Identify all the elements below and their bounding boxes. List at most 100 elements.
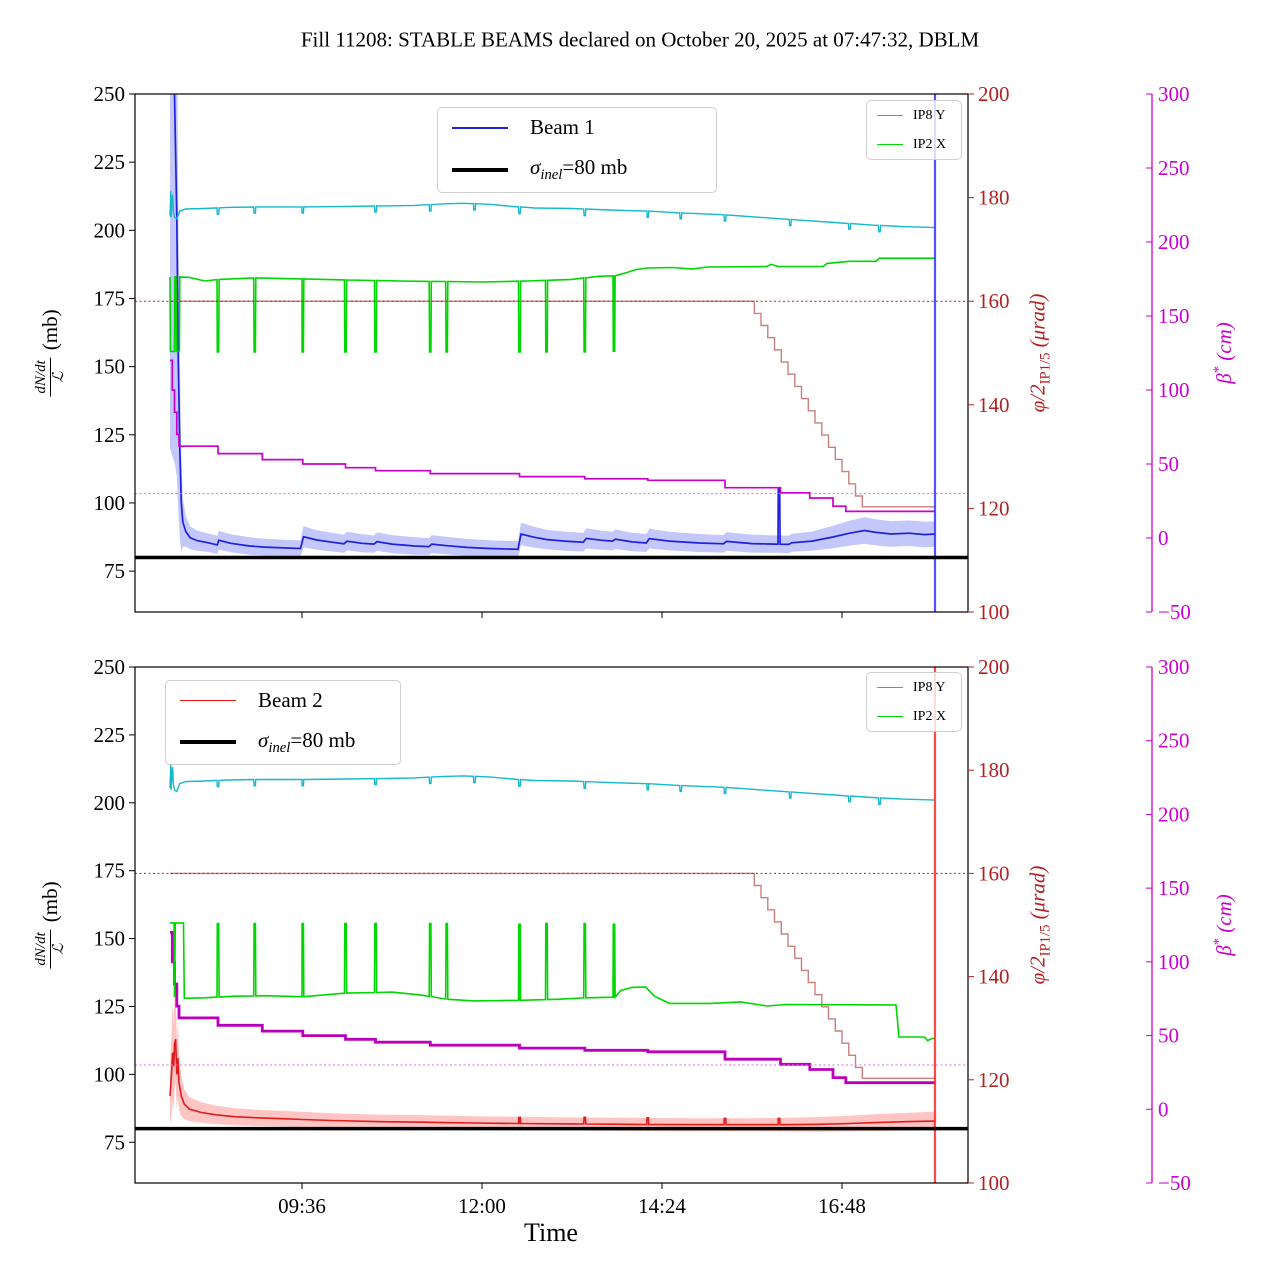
- y-tick-label-left: 250: [94, 655, 126, 679]
- beam2-line-swatch: [180, 700, 236, 702]
- legend-entry-ip2x: IP2 X: [877, 137, 961, 153]
- figure-title: Fill 11208: STABLE BEAMS declared on Oct…: [300, 27, 980, 52]
- series-ip2-x: [170, 922, 935, 1042]
- y-tick-label-phi: 200: [978, 655, 1010, 679]
- y-tick-label-beta: −50: [1158, 600, 1191, 624]
- legend-label-ip2x: IP2 X: [913, 708, 947, 724]
- legend-entry-beam1: Beam 1: [452, 115, 716, 140]
- beam1-line-swatch: [452, 126, 508, 129]
- y-tick-label-left: 200: [94, 218, 126, 242]
- y-tick-label-beta: 200: [1158, 802, 1190, 826]
- series-beam2-band: [170, 995, 935, 1132]
- ip8y-line-swatch: [877, 687, 903, 688]
- series-ip8-y: [169, 190, 936, 233]
- y-tick-label-beta: 300: [1158, 655, 1190, 679]
- y-tick-label-beta: 250: [1158, 156, 1190, 180]
- y-tick-label-left: 250: [94, 82, 126, 106]
- beam2-panel-series: [169, 667, 937, 1183]
- y-tick-label-phi: 160: [978, 861, 1010, 885]
- series-ip8-y: [169, 763, 936, 805]
- y-tick-label-phi: 120: [978, 1068, 1010, 1092]
- legend-label-sigma: σinel=80 mb: [258, 727, 356, 756]
- y-axis-label-phi-top: φ/2IP1/5 (μrad): [1025, 293, 1054, 413]
- y-tick-label-beta: 150: [1158, 876, 1190, 900]
- legend-label-ip8y: IP8 Y: [913, 679, 946, 695]
- y-tick-label-left: 225: [94, 150, 126, 174]
- y-tick-label-beta: 50: [1158, 452, 1179, 476]
- sigma-line-swatch: [452, 167, 508, 172]
- series-ip2-x: [169, 257, 935, 353]
- y-tick-label-left: 125: [94, 994, 126, 1018]
- y-tick-label-left: 75: [104, 559, 125, 583]
- series-phi-half-steps: [170, 872, 935, 1079]
- y-tick-label-left: 100: [94, 1062, 126, 1086]
- legend-beam2: Beam 2 σinel=80 mb: [165, 680, 401, 765]
- series-beta-star-steps: [170, 359, 935, 513]
- y-tick-label-left: 125: [94, 423, 126, 447]
- x-tick-label: 16:48: [818, 1194, 866, 1218]
- x-axis-label: Time: [524, 1218, 578, 1247]
- y-tick-label-left: 175: [94, 859, 126, 883]
- y-tick-label-left: 150: [94, 927, 126, 951]
- y-axis-label-left-bottom: dN/dt ℒ (mb): [33, 881, 67, 969]
- ip8y-line-swatch: [877, 115, 903, 116]
- y-tick-label-beta: 0: [1158, 1097, 1169, 1121]
- legend-label-ip8y: IP8 Y: [913, 107, 946, 123]
- x-tick-label: 12:00: [458, 1194, 506, 1218]
- legend-ip-top: IP8 Y IP2 X: [866, 100, 962, 160]
- y-tick-label-left: 200: [94, 791, 126, 815]
- y-tick-label-phi: 100: [978, 600, 1010, 624]
- y-tick-label-beta: −50: [1158, 1171, 1191, 1195]
- y-tick-label-beta: 250: [1158, 729, 1190, 753]
- y-tick-label-beta: 200: [1158, 230, 1190, 254]
- y-tick-label-phi: 140: [978, 393, 1010, 417]
- series-beam1-line: [173, 94, 936, 551]
- y-axis-label-beta-top: β* (cm): [1211, 322, 1236, 384]
- legend-entry-sigma: σinel=80 mb: [452, 155, 716, 184]
- legend-entry-ip8y: IP8 Y: [877, 680, 961, 696]
- y-tick-label-left: 175: [94, 286, 126, 310]
- legend-beam1: Beam 1 σinel=80 mb: [437, 107, 717, 193]
- legend-entry-beam2: Beam 2: [180, 688, 400, 713]
- legend-entry-ip8y: IP8 Y: [877, 108, 961, 124]
- legend-label-beam1: Beam 1: [530, 115, 595, 140]
- legend-entry-ip2x: IP2 X: [877, 709, 961, 725]
- y-tick-label-phi: 120: [978, 496, 1010, 520]
- sigma-line-swatch: [180, 740, 236, 745]
- y-tick-label-phi: 140: [978, 965, 1010, 989]
- axes-spine: [134, 666, 969, 1184]
- ip2x-line-swatch: [877, 144, 903, 145]
- beam2-panel-group: 09:36 12:00 14:24 16:48 75 100 125 150 175 200 225…: [94, 655, 1191, 1218]
- legend-label-ip2x: IP2 X: [913, 136, 947, 152]
- y-axis-label-left-top: dN/dt ℒ (mb): [33, 309, 67, 397]
- legend-entry-sigma: σinel=80 mb: [180, 728, 400, 757]
- y-tick-label-left: 150: [94, 355, 126, 379]
- y-tick-label-beta: 300: [1158, 82, 1190, 106]
- beam1-panel-group: 75 100 125 150 175 200 225 250 100 120 140 160 180 20…: [94, 82, 1191, 624]
- y-axis-label-beta-bottom: β* (cm): [1211, 894, 1236, 956]
- y-tick-label-phi: 180: [978, 186, 1010, 210]
- y-tick-label-beta: 100: [1158, 378, 1190, 402]
- y-tick-label-phi: 200: [978, 82, 1010, 106]
- y-tick-label-beta: 150: [1158, 304, 1190, 328]
- y-axis-label-phi-bottom: φ/2IP1/5 (μrad): [1025, 865, 1054, 985]
- y-tick-label-beta: 0: [1158, 526, 1169, 550]
- y-tick-label-phi: 100: [978, 1171, 1010, 1195]
- y-tick-label-left: 225: [94, 723, 126, 747]
- y-tick-label-left: 100: [94, 491, 126, 515]
- legend-label-sigma: σinel=80 mb: [530, 155, 628, 184]
- legend-label-beam2: Beam 2: [258, 688, 323, 713]
- y-tick-label-beta: 100: [1158, 950, 1190, 974]
- y-tick-label-phi: 160: [978, 289, 1010, 313]
- y-tick-label-phi: 180: [978, 758, 1010, 782]
- beam1-panel-series: [169, 94, 937, 612]
- axes-spine: [134, 93, 969, 613]
- series-beam2-line: [169, 1038, 936, 1126]
- legend-ip-bottom: IP8 Y IP2 X: [866, 672, 962, 732]
- x-tick-label: 14:24: [638, 1194, 686, 1218]
- ip2x-line-swatch: [877, 716, 903, 717]
- y-tick-label-left: 75: [104, 1130, 125, 1154]
- series-beta-star-steps: [170, 931, 935, 1085]
